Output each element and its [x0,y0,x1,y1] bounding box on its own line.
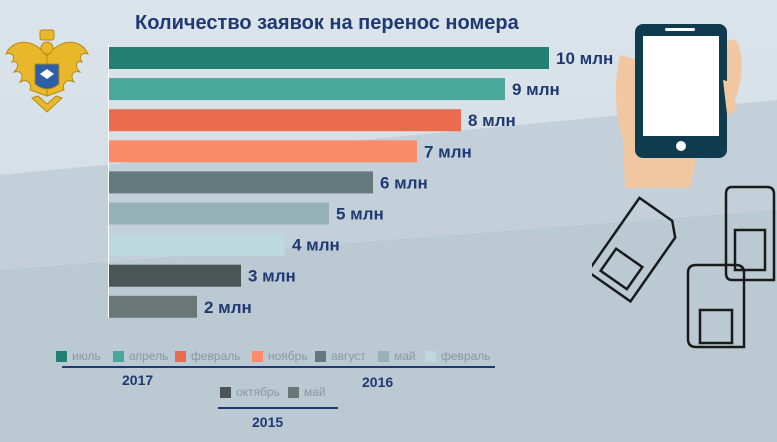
data-label-5: 6 млн [380,173,428,192]
legend-swatch [288,386,299,398]
emblem-icon [5,29,89,113]
legend-swatch [378,350,389,362]
legend-label: август [331,349,366,363]
legend-swatch [175,350,186,362]
bar-3 [109,109,461,132]
data-label-3: 8 млн [468,111,516,130]
legend-label: апрель [129,349,169,363]
legend-underline-2017 [62,366,250,368]
legend-year-2015: 2015 [252,414,284,430]
legend-item-0-2: февраль [175,349,241,363]
data-label-1: 10 млн [556,49,613,68]
legend-label: февраль [441,349,491,363]
bar-9 [109,295,197,318]
legend-year-2016: 2016 [362,374,394,390]
legend-label: февраль [191,349,241,363]
sim-card-icon [592,185,776,349]
legend-underline-2015 [218,407,338,409]
data-label-7: 4 млн [292,236,340,255]
bar-1 [109,47,549,69]
legend-item-1-1: август [315,349,366,363]
legend-label: июль [72,349,101,363]
legend-item-1-3: февраль [425,349,491,363]
legend-item-2-1: май [288,385,326,399]
legend-item-2-0: октябрь [220,385,280,399]
legend-item-0-0: июль [56,349,101,363]
legend-underline-2016 [203,366,495,368]
data-label-9: 2 млн [204,298,252,317]
data-label-6: 5 млн [336,205,384,224]
bar-8 [109,264,241,287]
legend-label: октябрь [236,385,280,399]
legend-label: ноябрь [268,349,308,363]
legend-swatch [315,350,326,362]
chart-title: Количество заявок на перенос номера [135,12,519,34]
legend-item-1-2: май [378,349,416,363]
data-label-2: 9 млн [512,80,560,99]
legend-label: май [304,385,326,399]
legend-item-1-0: ноябрь [252,349,308,363]
bar-6 [109,202,329,225]
bar-7 [109,233,285,256]
legend-swatch [113,350,124,362]
legend-label: май [394,349,416,363]
bar-2 [109,78,505,101]
legend-swatch [252,350,263,362]
legend-item-0-1: апрель [113,349,168,363]
legend-swatch [56,350,67,362]
legend-swatch [220,386,231,398]
data-label-8: 3 млн [248,267,296,286]
smartphone-icon [615,24,742,188]
bar-5 [109,171,373,194]
bar-4 [109,140,417,163]
data-label-4: 7 млн [424,142,472,161]
legend-year-2017: 2017 [122,372,154,388]
legend-swatch [425,350,436,362]
